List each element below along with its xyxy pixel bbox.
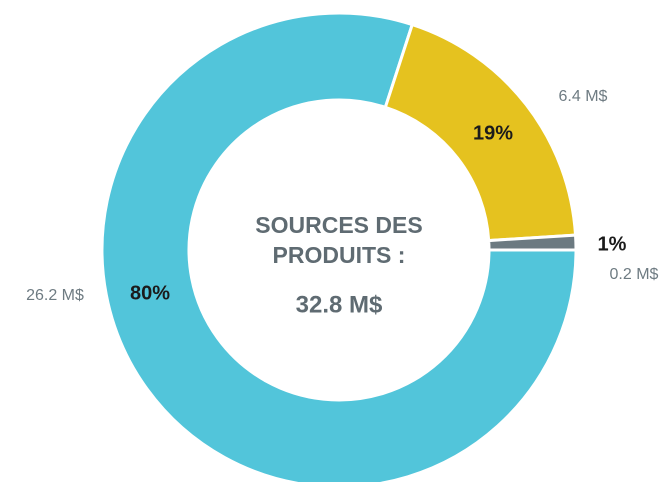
amount-label: 0.2 M$: [610, 266, 659, 283]
slices: [100, 11, 578, 482]
amount-label: 26.2 M$: [26, 287, 84, 304]
slice: [100, 11, 578, 482]
value-label: 19%: [473, 122, 513, 144]
chart-title: SOURCES DES PRODUITS :: [255, 212, 422, 268]
amount-label: 6.4 M$: [559, 88, 608, 105]
value-label: 1%: [598, 233, 627, 255]
value-label: 80%: [130, 282, 170, 304]
slice: [487, 233, 578, 252]
slice: [383, 22, 578, 243]
chart-subtitle: 32.8 M$: [296, 291, 383, 318]
